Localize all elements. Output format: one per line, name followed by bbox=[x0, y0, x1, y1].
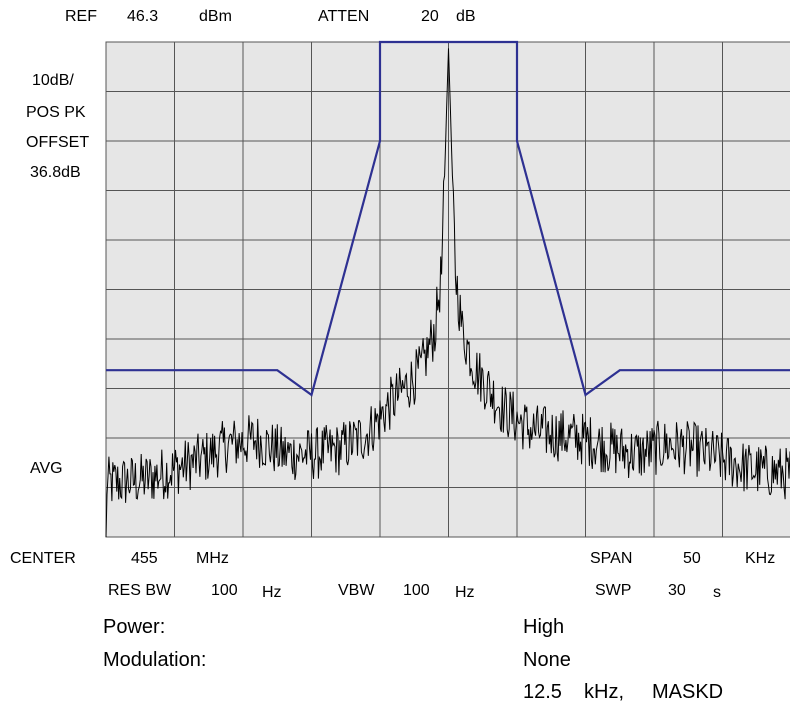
channel-unit: kHz, bbox=[584, 681, 624, 703]
swp-label: SWP bbox=[595, 582, 632, 599]
scale-label: 10dB/ bbox=[32, 72, 74, 89]
modulation-label: Modulation: bbox=[103, 649, 207, 671]
vbw-unit: Hz bbox=[455, 584, 475, 601]
modulation-value: None bbox=[523, 649, 571, 671]
vbw-label: VBW bbox=[338, 582, 375, 599]
ref-unit: dBm bbox=[199, 8, 232, 25]
emission-mask-line bbox=[106, 40, 790, 397]
center-unit: MHz bbox=[196, 550, 229, 567]
power-label: Power: bbox=[103, 616, 166, 638]
spectrum-trace bbox=[105, 48, 790, 538]
offset-label: OFFSET bbox=[26, 134, 90, 151]
rbw-label: RES BW bbox=[108, 582, 172, 599]
detector-label: POS PK bbox=[26, 104, 86, 121]
rbw-value: 100 bbox=[211, 582, 238, 599]
channel-value: 12.5 bbox=[523, 681, 562, 703]
avg-label: AVG bbox=[30, 460, 63, 477]
atten-label: ATTEN bbox=[318, 8, 370, 25]
mask-label: MASKD bbox=[652, 681, 724, 703]
atten-unit: dB bbox=[456, 8, 476, 25]
swp-unit: s bbox=[713, 584, 721, 601]
power-value: High bbox=[523, 616, 565, 638]
graticule bbox=[106, 42, 790, 537]
swp-value: 30 bbox=[668, 582, 686, 599]
ref-value: 46.3 bbox=[127, 8, 159, 25]
center-label: CENTER bbox=[10, 550, 76, 567]
span-unit: KHz bbox=[745, 550, 776, 567]
atten-value: 20 bbox=[421, 8, 439, 25]
rbw-unit: Hz bbox=[262, 584, 282, 601]
center-value: 455 bbox=[131, 550, 158, 567]
ref-label: REF bbox=[65, 8, 97, 25]
span-label: SPAN bbox=[590, 550, 633, 567]
vbw-value: 100 bbox=[403, 582, 430, 599]
span-value: 50 bbox=[683, 550, 701, 567]
offset-value: 36.8dB bbox=[30, 164, 81, 181]
